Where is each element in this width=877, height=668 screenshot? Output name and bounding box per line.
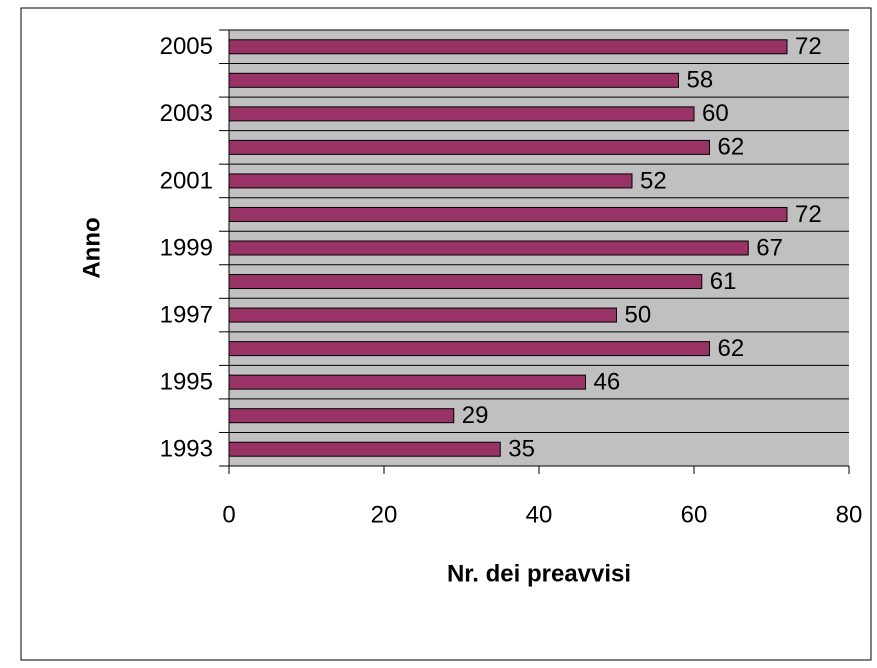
y-tick-label: 1997 <box>160 301 213 328</box>
value-label: 50 <box>625 301 652 328</box>
bar <box>228 274 703 290</box>
value-label: 29 <box>462 402 489 429</box>
bar <box>228 441 501 457</box>
value-label: 35 <box>508 436 535 463</box>
bar <box>228 240 749 256</box>
value-label: 46 <box>594 368 621 395</box>
bar <box>228 173 633 189</box>
x-tick-label: 0 <box>222 501 235 528</box>
bar <box>228 39 788 55</box>
y-tick-label: 2003 <box>160 100 213 127</box>
y-tick-label: 2005 <box>160 33 213 60</box>
value-label: 60 <box>702 100 729 127</box>
bar <box>228 106 695 122</box>
y-axis-title: Anno <box>78 217 105 278</box>
y-tick-label: 1993 <box>160 436 213 463</box>
x-tick-label: 60 <box>681 501 708 528</box>
value-label: 67 <box>756 234 783 261</box>
y-tick-label: 1999 <box>160 234 213 261</box>
value-label: 72 <box>795 33 822 60</box>
bar <box>228 307 617 323</box>
value-label: 61 <box>710 268 737 295</box>
y-tick-label: 1995 <box>160 368 213 395</box>
value-label: 62 <box>718 335 745 362</box>
x-tick-label: 20 <box>371 501 398 528</box>
bar <box>228 408 455 424</box>
bar <box>228 206 788 222</box>
value-label: 58 <box>687 67 714 94</box>
x-tick-label: 40 <box>526 501 553 528</box>
y-tick-label: 2001 <box>160 167 213 194</box>
bar <box>228 72 679 88</box>
value-label: 52 <box>640 167 667 194</box>
bar <box>228 341 710 357</box>
x-tick-label: 80 <box>836 501 863 528</box>
value-label: 72 <box>795 201 822 228</box>
bar <box>228 139 710 155</box>
value-label: 62 <box>718 134 745 161</box>
x-axis-title: Nr. dei preavvisi <box>447 560 631 587</box>
bar <box>228 374 586 390</box>
